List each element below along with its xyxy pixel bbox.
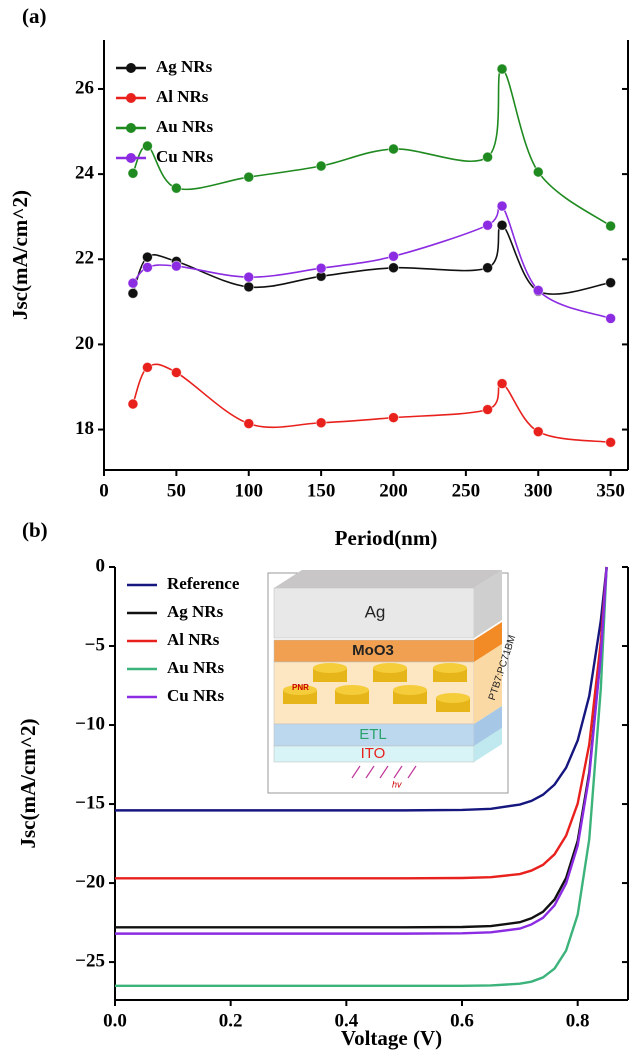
data-point [483, 263, 493, 273]
legend-label: Cu NRs [156, 147, 214, 166]
layer-label: ETL [359, 726, 387, 743]
x-tick-label: 350 [596, 480, 625, 501]
x-tick-label: 300 [524, 480, 553, 501]
fit-line [133, 225, 611, 294]
data-point [389, 413, 399, 423]
layer-label: Ag [365, 602, 386, 621]
data-point [606, 221, 616, 231]
y-tick-label: 20 [75, 333, 94, 354]
data-point [483, 405, 493, 415]
data-point [316, 161, 326, 171]
fit-line [133, 203, 611, 318]
y-tick-label: −10 [75, 713, 105, 734]
nanoparticle-top [393, 685, 427, 695]
x-tick-label: 100 [235, 480, 264, 501]
layer-top [274, 570, 502, 588]
nanoparticle-top [335, 685, 369, 695]
data-point [497, 64, 507, 74]
data-point [128, 288, 138, 298]
legend-label: Au NRs [156, 117, 214, 136]
y-tick-label: −15 [75, 792, 105, 813]
x-tick-label: 0 [99, 480, 109, 501]
data-point [244, 282, 254, 292]
data-point [389, 251, 399, 261]
data-point [316, 418, 326, 428]
data-point [606, 278, 616, 288]
data-point [142, 362, 152, 372]
particle-label: PNR [292, 683, 309, 692]
nanoparticle-top [313, 663, 347, 673]
light-label: hv [392, 779, 402, 789]
data-point [497, 379, 507, 389]
data-point [142, 262, 152, 272]
legend-marker [126, 153, 136, 163]
panel-label: (b) [22, 518, 48, 542]
figure: (a) 0 50 100 150 200 250 300 350 18 20 22 24 26 Period… [0, 0, 632, 1050]
nanoparticle-top [436, 693, 470, 703]
data-point [142, 141, 152, 151]
data-point [128, 399, 138, 409]
legend-label: Al NRs [167, 630, 220, 649]
data-point [389, 144, 399, 154]
nanoparticle-top [373, 663, 407, 673]
x-tick-label: 250 [452, 480, 481, 501]
legend-marker [126, 63, 136, 73]
data-point [389, 263, 399, 273]
data-point [316, 263, 326, 273]
data-point [533, 167, 543, 177]
data-point [171, 183, 181, 193]
x-axis-label: Period(nm) [335, 526, 438, 550]
x-tick-label: 0.6 [450, 1010, 474, 1031]
layer-label: ITO [361, 745, 386, 762]
y-tick-label: −25 [75, 950, 105, 971]
layer-label: MoO3 [352, 642, 394, 659]
x-tick-label: 150 [307, 480, 336, 501]
data-point [497, 220, 507, 230]
legend-label: Au NRs [167, 658, 225, 677]
legend-label: Cu NRs [167, 686, 225, 705]
data-point [606, 437, 616, 447]
data-point [244, 172, 254, 182]
legend-marker [126, 123, 136, 133]
data-point [533, 285, 543, 295]
y-tick-label: 26 [75, 77, 94, 98]
x-tick-label: 50 [167, 480, 186, 501]
x-tick-label: 0.8 [566, 1010, 590, 1031]
legend-label: Ag NRs [156, 57, 213, 76]
data-point [483, 152, 493, 162]
x-tick-label: 0.0 [103, 1010, 127, 1031]
data-point [244, 272, 254, 282]
panel-label: (a) [22, 4, 47, 28]
y-tick-label: −5 [85, 634, 105, 655]
y-tick-label: 22 [75, 248, 94, 269]
data-point [128, 168, 138, 178]
y-tick-label: 24 [75, 162, 95, 183]
legend-label: Al NRs [156, 87, 209, 106]
y-tick-label: 0 [96, 555, 106, 576]
y-axis-label: Jsc(mA/cm^2) [16, 719, 40, 849]
x-axis-label: Voltage (V) [341, 1026, 442, 1050]
data-point [606, 313, 616, 323]
data-point [533, 427, 543, 437]
data-point [128, 278, 138, 288]
y-axis-label: Jsc(mA/cm^2) [8, 190, 32, 320]
y-tick-label: −20 [75, 871, 105, 892]
y-tick-label: 18 [75, 418, 94, 439]
x-tick-label: 0.2 [219, 1010, 243, 1031]
data-point [244, 419, 254, 429]
nanoparticle-top [433, 663, 467, 673]
data-point [483, 220, 493, 230]
data-point [171, 368, 181, 378]
data-point [497, 201, 507, 211]
data-point [171, 261, 181, 271]
data-point [142, 252, 152, 262]
legend-label: Reference [167, 574, 240, 593]
legend-label: Ag NRs [167, 602, 224, 621]
legend-marker [126, 93, 136, 103]
x-tick-label: 200 [379, 480, 408, 501]
